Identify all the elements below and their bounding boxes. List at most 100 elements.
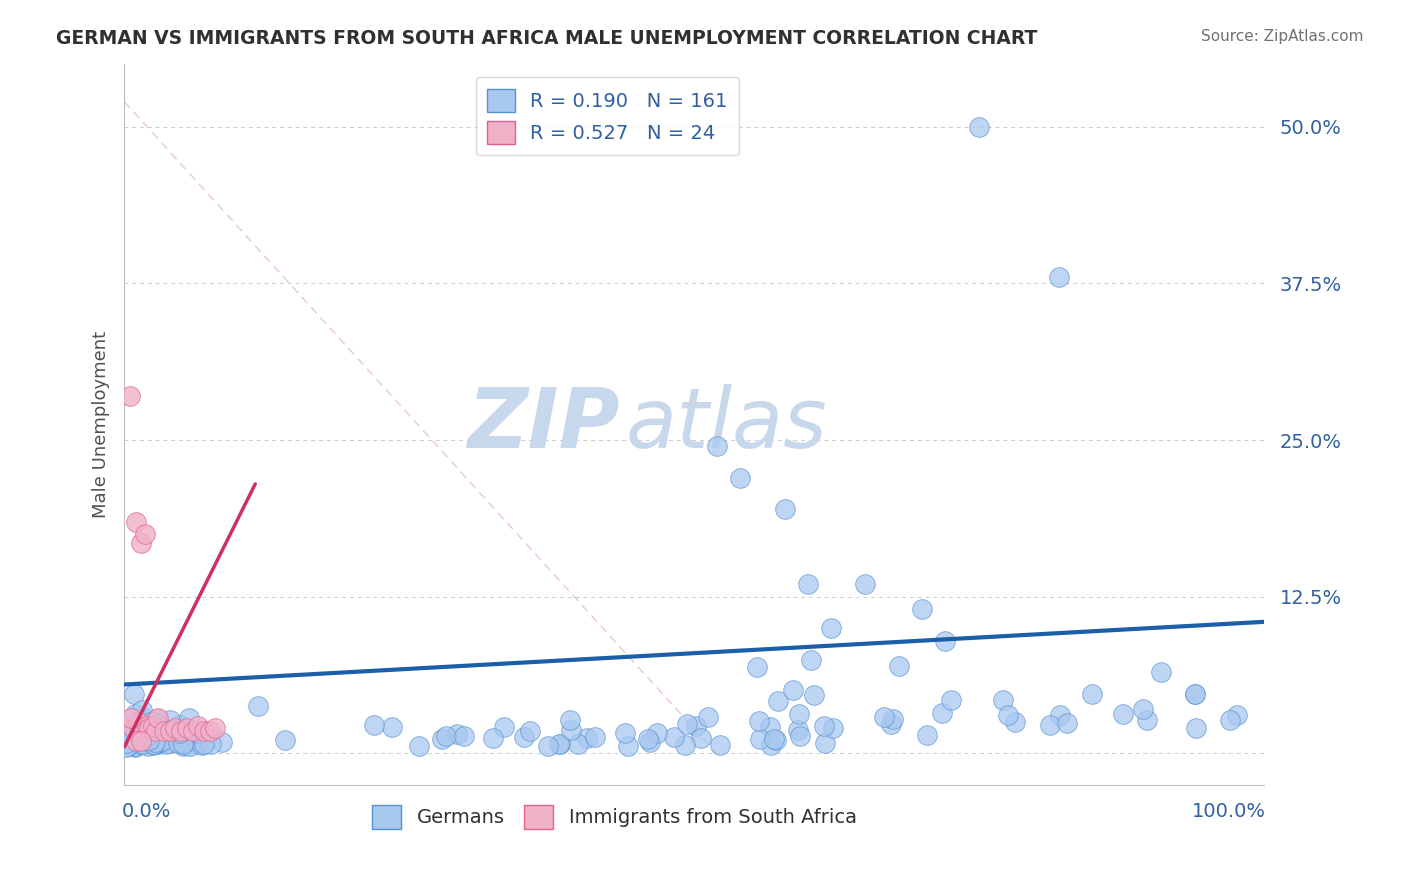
Point	[941, 693, 963, 707]
Point	[184, 725, 207, 739]
Point	[1185, 721, 1208, 735]
Point	[120, 711, 142, 725]
Point	[114, 735, 136, 749]
Point	[198, 723, 221, 738]
Point	[880, 717, 903, 731]
Point	[1150, 665, 1173, 679]
Point	[931, 706, 953, 721]
Point	[142, 739, 165, 753]
Point	[136, 719, 159, 733]
Point	[165, 722, 187, 736]
Point	[787, 723, 810, 738]
Point	[494, 720, 516, 734]
Point	[127, 729, 149, 743]
Point	[131, 737, 153, 751]
Point	[146, 717, 169, 731]
Point	[124, 515, 146, 529]
Point	[155, 735, 177, 749]
Point	[146, 721, 169, 735]
Point	[120, 726, 142, 740]
Point	[179, 739, 201, 753]
Point	[153, 723, 176, 738]
Point	[853, 577, 876, 591]
Point	[148, 737, 170, 751]
Point	[617, 739, 640, 753]
Point	[122, 722, 145, 736]
Point	[191, 738, 214, 752]
Point	[132, 731, 155, 745]
Point	[1184, 687, 1206, 701]
Point	[759, 720, 782, 734]
Point	[124, 707, 146, 722]
Point	[797, 577, 820, 591]
Point	[787, 706, 810, 721]
Point	[967, 120, 990, 134]
Point	[115, 739, 138, 753]
Point	[583, 731, 606, 745]
Point	[114, 727, 136, 741]
Point	[172, 739, 194, 753]
Point	[170, 723, 193, 738]
Point	[1184, 687, 1206, 701]
Point	[114, 718, 136, 732]
Point	[125, 733, 148, 747]
Point	[187, 726, 209, 740]
Point	[146, 712, 169, 726]
Point	[181, 723, 204, 738]
Point	[118, 389, 141, 403]
Point	[782, 683, 804, 698]
Point	[174, 735, 197, 749]
Point	[134, 723, 156, 738]
Point	[155, 737, 177, 751]
Point	[114, 739, 136, 754]
Point	[131, 710, 153, 724]
Point	[690, 731, 713, 745]
Point	[157, 736, 180, 750]
Point	[145, 731, 167, 745]
Point	[673, 738, 696, 752]
Point	[1132, 702, 1154, 716]
Point	[1004, 714, 1026, 729]
Point	[131, 536, 153, 550]
Point	[211, 734, 233, 748]
Point	[765, 733, 787, 747]
Point	[148, 711, 170, 725]
Text: 0.0%: 0.0%	[122, 802, 172, 821]
Point	[547, 737, 569, 751]
Point	[191, 736, 214, 750]
Point	[132, 728, 155, 742]
Point	[122, 687, 145, 701]
Point	[180, 734, 202, 748]
Point	[134, 527, 156, 541]
Point	[813, 736, 835, 750]
Point	[204, 722, 226, 736]
Point	[637, 731, 659, 746]
Point	[115, 736, 138, 750]
Point	[145, 723, 167, 738]
Point	[172, 737, 194, 751]
Legend: R = 0.190   N = 161, R = 0.527   N = 24: R = 0.190 N = 161, R = 0.527 N = 24	[475, 78, 740, 155]
Point	[274, 733, 297, 747]
Point	[709, 738, 731, 752]
Point	[135, 729, 157, 743]
Point	[131, 703, 153, 717]
Point	[1081, 687, 1104, 701]
Point	[813, 718, 835, 732]
Point	[128, 727, 150, 741]
Point	[453, 729, 475, 743]
Point	[124, 734, 146, 748]
Point	[685, 719, 707, 733]
Point	[159, 726, 181, 740]
Point	[128, 737, 150, 751]
Point	[513, 730, 536, 744]
Point	[143, 737, 166, 751]
Point	[160, 723, 183, 738]
Point	[159, 729, 181, 743]
Point	[117, 739, 139, 753]
Point	[177, 711, 200, 725]
Point	[114, 730, 136, 744]
Point	[915, 728, 938, 742]
Point	[800, 653, 823, 667]
Point	[446, 727, 468, 741]
Point	[408, 739, 430, 753]
